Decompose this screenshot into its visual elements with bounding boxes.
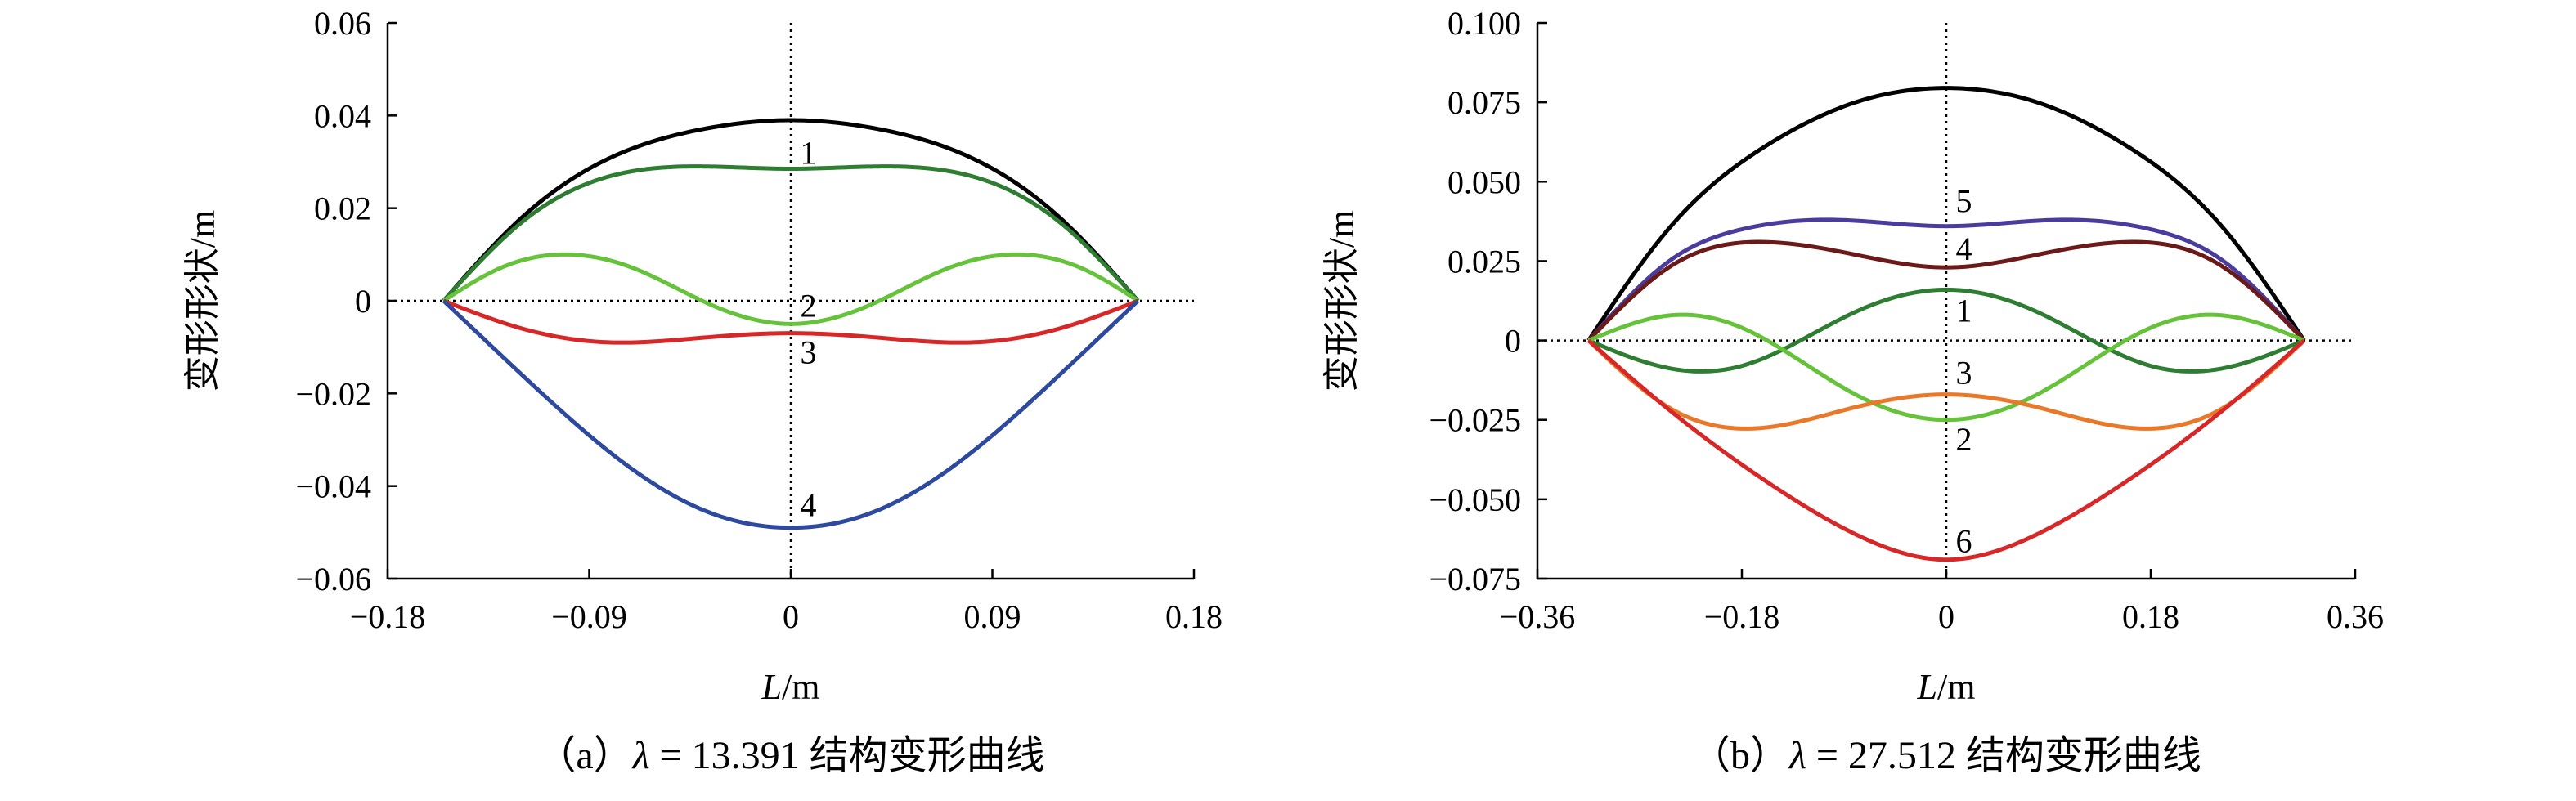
- y-axis-label: 变形形状/m: [182, 210, 222, 392]
- curve-label: 2: [800, 288, 816, 324]
- series-line-envelope: [1586, 86, 2306, 342]
- x-tick-label: −0.09: [551, 598, 627, 635]
- chart-caption: （b）λ = 27.512 结构变形曲线: [1691, 734, 2201, 777]
- series-line-envelope: [442, 118, 1140, 302]
- y-tick-label: 0.02: [314, 190, 371, 227]
- y-tick-label: −0.02: [295, 375, 371, 412]
- series-line-6: [1586, 338, 2306, 562]
- series-line-1: [1587, 287, 2305, 374]
- y-tick-label: −0.04: [295, 468, 371, 505]
- y-axis-label: 变形形状/m: [1322, 210, 1362, 392]
- curve-label: 1: [1956, 293, 1972, 329]
- series-line-1: [442, 164, 1140, 302]
- x-tick-label: 0.18: [1165, 598, 1223, 635]
- y-tick-label: 0.075: [1447, 84, 1521, 121]
- x-tick-label: 0: [1938, 598, 1954, 635]
- y-tick-label: 0.06: [314, 5, 371, 42]
- curve-label: 6: [1956, 522, 1972, 559]
- y-tick-label: 0.025: [1447, 243, 1521, 280]
- curve-label: 4: [800, 486, 816, 523]
- y-tick-label: −0.050: [1429, 481, 1521, 518]
- series-line-4: [442, 299, 1140, 530]
- y-tick-label: 0.100: [1447, 5, 1521, 42]
- x-axis-label: L/m: [1917, 667, 1976, 707]
- curve-label: 3: [800, 333, 816, 370]
- curve-label: 3: [1956, 354, 1972, 391]
- y-tick-label: 0: [1505, 323, 1521, 360]
- y-tick-label: −0.025: [1429, 402, 1521, 439]
- y-tick-label: 0: [355, 283, 371, 320]
- curve-label: 4: [1956, 230, 1972, 267]
- curve-label: 1: [800, 135, 816, 172]
- x-axis-label: L/m: [761, 667, 820, 707]
- x-tick-label: 0.18: [2122, 598, 2179, 635]
- x-tick-label: −0.18: [1704, 598, 1780, 635]
- series-line-3: [442, 298, 1139, 345]
- curve-label: 2: [1956, 421, 1972, 458]
- x-tick-label: −0.18: [350, 598, 426, 635]
- y-tick-label: −0.075: [1429, 561, 1521, 597]
- series-line-4: [1586, 239, 2306, 342]
- series-line-2: [442, 252, 1139, 326]
- y-tick-label: −0.06: [295, 561, 371, 597]
- x-tick-label: 0: [783, 598, 799, 635]
- y-tick-label: 0.04: [314, 97, 371, 134]
- chart-a: 0.06 0.04 0.02 0 −0.02 −0.04 −0.06−0.18 −0.09 0 0…: [182, 5, 1223, 777]
- series-line-3: [1587, 312, 2305, 423]
- x-tick-label: 0.09: [964, 598, 1021, 635]
- curve-label: 5: [1956, 183, 1972, 220]
- chart-b: 0.1000.0750.0500.0250−0.025−0.050−0.075−…: [1322, 5, 2384, 777]
- y-tick-label: 0.050: [1447, 163, 1521, 200]
- series-line-5: [1586, 217, 2306, 342]
- series-line-2: [1586, 338, 2306, 431]
- chart-caption: （a）λ = 13.391 结构变形曲线: [536, 734, 1044, 777]
- x-tick-label: −0.36: [1500, 598, 1576, 635]
- x-tick-label: 0.36: [2327, 598, 2384, 635]
